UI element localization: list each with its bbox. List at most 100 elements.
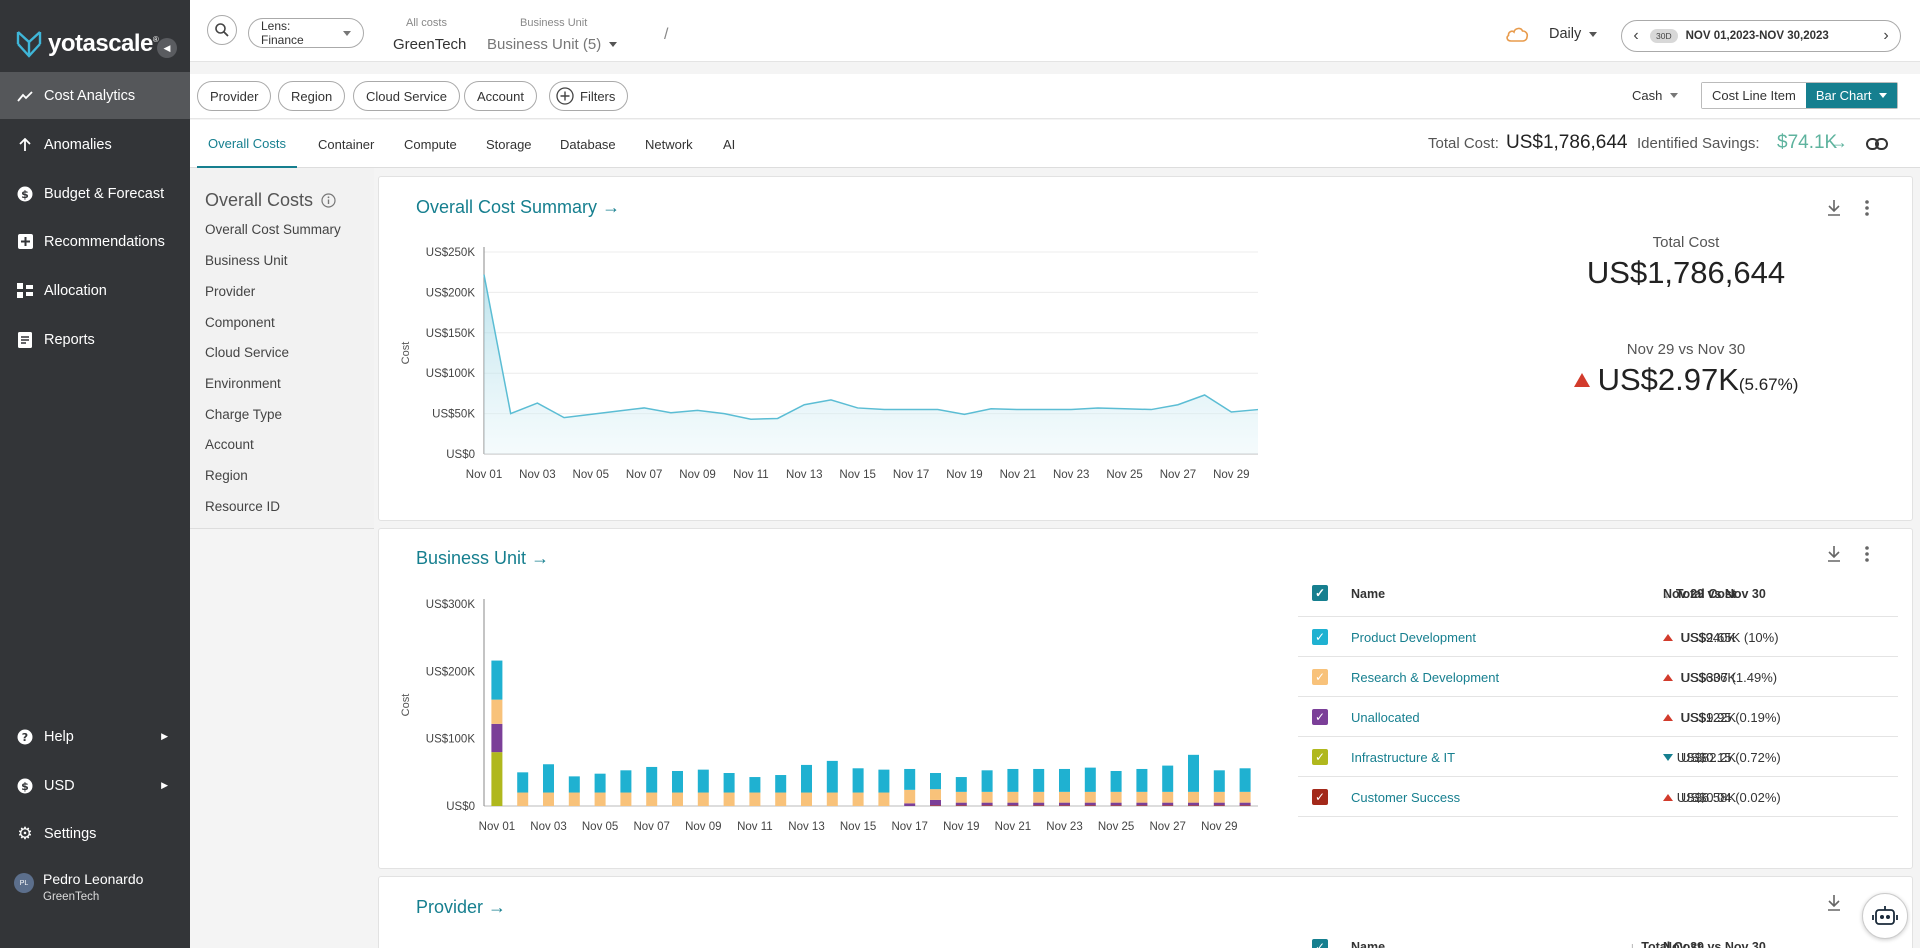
bar-segment	[1136, 791, 1148, 803]
sidebar-item-currency[interactable]: $ USD ▶	[0, 762, 190, 809]
date-range-picker[interactable]: ‹ 30D NOV 01,2023-NOV 30,2023 ›	[1621, 20, 1901, 52]
table-row[interactable]: ✓ Product Development US$940K US$2.65K (10%…	[1298, 617, 1898, 657]
header-compare[interactable]: Nov 29 vs Nov 30	[1663, 587, 1766, 601]
tab-storage[interactable]: Storage	[486, 136, 532, 152]
tab-network[interactable]: Network	[645, 136, 693, 152]
sidebar-item-reports[interactable]: Reports	[0, 316, 190, 363]
cost-type-select[interactable]: Cash	[1632, 88, 1679, 103]
tab-database[interactable]: Database	[560, 136, 616, 152]
bar-segment	[1110, 791, 1122, 803]
savings-value[interactable]: $74.1K	[1777, 132, 1838, 153]
x-tick-label: Nov 21	[995, 821, 1031, 833]
y-axis-label: Cost	[400, 694, 412, 717]
row-checkbox[interactable]: ✓	[1312, 789, 1328, 805]
tab-overall-costs[interactable]: Overall Costs	[197, 120, 297, 168]
link-icon[interactable]	[1866, 137, 1888, 151]
granularity-value: Daily	[1549, 26, 1582, 42]
sidebar-item-settings[interactable]: ⚙ Settings	[0, 810, 190, 857]
header-compare[interactable]: Nov 29 vs Nov 30	[1663, 940, 1766, 948]
filter-provider[interactable]: Provider	[197, 81, 272, 111]
granularity-select[interactable]: Daily	[1549, 26, 1598, 42]
section-nav-item[interactable]: Overall Cost Summary	[205, 222, 341, 237]
section-nav-item[interactable]: Provider	[205, 284, 256, 299]
section-nav-item[interactable]: Component	[205, 315, 275, 330]
chevron-right-icon[interactable]: ›	[1883, 27, 1889, 44]
arrow-right-icon[interactable]: →	[1830, 132, 1848, 152]
bar-segment	[1162, 765, 1174, 792]
row-checkbox[interactable]: ✓	[1312, 749, 1328, 765]
download-icon[interactable]	[1826, 894, 1842, 912]
panel-title-business-unit[interactable]: Business Unit →	[416, 548, 549, 569]
section-nav-item[interactable]: Resource ID	[205, 499, 281, 514]
info-icon[interactable]	[321, 193, 336, 208]
row-name[interactable]: Customer Success	[1351, 790, 1461, 805]
assistant-bot-button[interactable]	[1862, 893, 1908, 939]
sidebar-item-recommendations[interactable]: Recommendations	[0, 218, 190, 265]
sidebar-item-anomalies[interactable]: Anomalies	[0, 121, 190, 168]
sidebar: yotascale® ◀ Cost Analytics Anomalies $ …	[0, 0, 190, 948]
select-all-checkbox[interactable]: ✓	[1312, 585, 1328, 601]
header-total-cost[interactable]: ↓ Total Cost	[1664, 587, 1736, 601]
more-vertical-icon[interactable]	[1864, 199, 1870, 217]
filter-cloud-service[interactable]: Cloud Service	[353, 81, 460, 111]
filter-account[interactable]: Account	[464, 81, 537, 111]
section-nav-item[interactable]: Charge Type	[205, 407, 283, 422]
chevron-left-icon[interactable]: ‹	[1633, 27, 1639, 44]
row-checkbox[interactable]: ✓	[1312, 629, 1328, 645]
download-icon[interactable]	[1826, 199, 1842, 217]
search-button[interactable]	[207, 15, 237, 45]
header-name[interactable]: Name	[1351, 940, 1386, 948]
bar-segment	[981, 770, 993, 792]
svg-text:$: $	[21, 188, 29, 201]
tab-compute[interactable]: Compute	[404, 136, 457, 152]
section-nav-item[interactable]: Account	[205, 437, 254, 452]
bar-segment	[775, 775, 787, 793]
report-icon	[16, 331, 34, 349]
panel-title-provider[interactable]: Provider →	[416, 897, 506, 918]
table-row[interactable]: ✓ Customer Success US$6.58K US$0.04 (0.02%)	[1298, 777, 1898, 817]
panel-title-overall-cost-summary[interactable]: Overall Cost Summary →	[416, 197, 620, 218]
select-all-checkbox[interactable]: ✓	[1312, 939, 1328, 948]
user-profile[interactable]: PL Pedro Leonardo GreenTech	[14, 871, 143, 903]
download-icon[interactable]	[1826, 545, 1842, 563]
sidebar-item-budget-forecast[interactable]: $ Budget & Forecast	[0, 170, 190, 217]
tab-container[interactable]: Container	[318, 136, 375, 152]
sidebar-item-help[interactable]: ? Help ▶	[0, 713, 190, 760]
sidebar-item-label: Settings	[44, 825, 97, 842]
app-logo[interactable]: yotascale®	[14, 28, 159, 60]
top-bar: Lens: Finance All costs GreenTech / Busi…	[190, 0, 1920, 62]
section-nav-item[interactable]: Environment	[205, 376, 281, 391]
row-name[interactable]: Research & Development	[1351, 670, 1500, 685]
section-nav-item[interactable]: Region	[205, 468, 248, 483]
sidebar-item-cost-analytics[interactable]: Cost Analytics	[0, 72, 190, 119]
tab-ai[interactable]: AI	[723, 136, 736, 152]
row-name[interactable]: Unallocated	[1351, 710, 1420, 725]
sidebar-item-allocation[interactable]: Allocation	[0, 267, 190, 314]
add-filter-button[interactable]: Filters	[549, 81, 629, 111]
cost-line-item-button[interactable]: Cost Line Item	[1702, 83, 1806, 108]
row-name[interactable]: Infrastructure & IT	[1351, 750, 1456, 765]
section-nav-item[interactable]: Cloud Service	[205, 345, 290, 360]
section-nav-item[interactable]: Business Unit	[205, 253, 288, 268]
row-checkbox[interactable]: ✓	[1312, 669, 1328, 685]
breadcrumb-business-unit[interactable]: Business Unit (5)	[487, 36, 618, 53]
more-vertical-icon[interactable]	[1864, 545, 1870, 563]
header-total-cost[interactable]: ↓ Total Cost	[1629, 940, 1701, 948]
bar-segment	[697, 792, 709, 806]
filter-region[interactable]: Region	[278, 81, 346, 111]
bar-segment	[1188, 805, 1199, 806]
arrow-right-icon: →	[531, 548, 550, 568]
table-row[interactable]: ✓ Research & Development US$636K US$307 (1.…	[1298, 657, 1898, 697]
row-name[interactable]: Product Development	[1351, 630, 1477, 645]
table-row[interactable]: ✓ Infrastructure & IT US$82.2K US$0.15 (0.7…	[1298, 737, 1898, 777]
lens-select[interactable]: Lens: Finance	[248, 18, 364, 48]
bar-chart-button[interactable]: Bar Chart	[1805, 83, 1898, 108]
section-nav-title: Overall Costs	[205, 190, 336, 211]
bar-segment	[930, 773, 941, 790]
collapse-sidebar-button[interactable]: ◀	[157, 38, 177, 58]
breadcrumb-org[interactable]: GreenTech	[393, 36, 467, 53]
table-row[interactable]: ✓ Unallocated US$122K US$9.95 (0.19%)	[1298, 697, 1898, 737]
row-compare: US$2.65K (10%)	[1663, 630, 1779, 645]
header-name[interactable]: Name	[1351, 587, 1386, 601]
row-checkbox[interactable]: ✓	[1312, 709, 1328, 725]
